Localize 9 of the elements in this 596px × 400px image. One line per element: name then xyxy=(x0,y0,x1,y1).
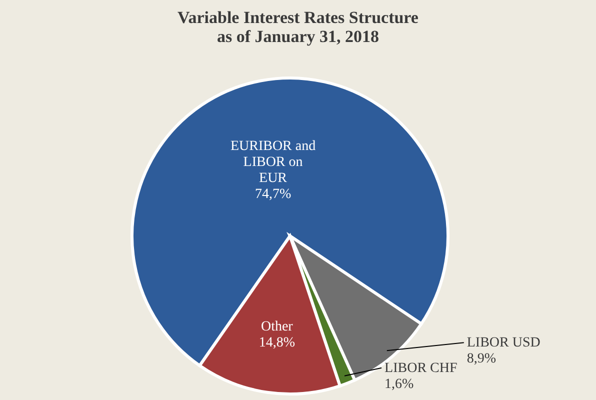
slice-label: LIBOR USD xyxy=(466,336,540,351)
slice-label: LIBOR CHF xyxy=(384,360,458,376)
slice-label: EURIBOR and LIBOR on EUR xyxy=(230,138,316,186)
data-label: 1,6% xyxy=(384,376,414,392)
chart-title: Variable Interest Rates Structure as of January 31, 2018 xyxy=(178,8,419,46)
data-label: 14,8% xyxy=(258,336,296,351)
slice-label: Other xyxy=(260,320,294,335)
data-label: 8,9% xyxy=(466,352,496,367)
data-label: 74,7% xyxy=(254,186,292,202)
